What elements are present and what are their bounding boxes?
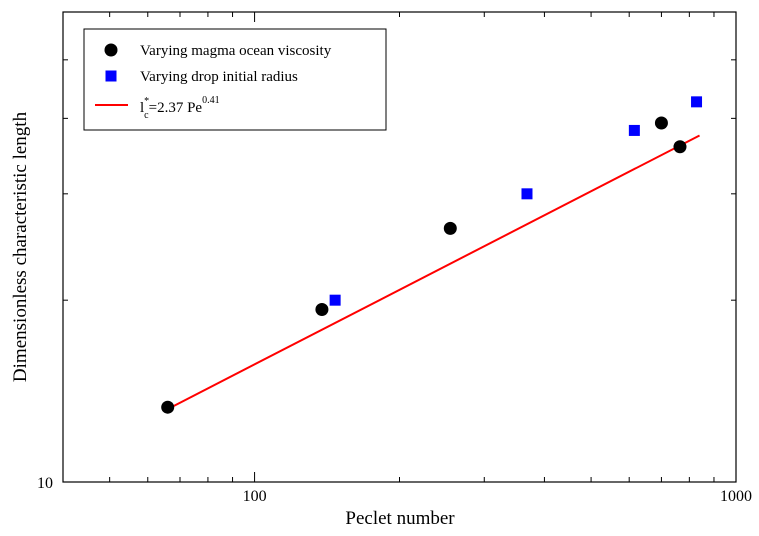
fit-line bbox=[164, 134, 701, 412]
fit-label-sub: c bbox=[144, 110, 149, 121]
fit-label-base: l bbox=[140, 100, 144, 116]
legend-label-radius: Varying drop initial radius bbox=[140, 69, 298, 85]
legend-marker-viscosity bbox=[104, 43, 118, 57]
viscosity-point bbox=[654, 116, 668, 130]
radius-point bbox=[521, 188, 533, 200]
y-tick-label: 10 bbox=[37, 475, 53, 492]
legend: Varying magma ocean viscosity Varying dr… bbox=[83, 28, 387, 131]
x-tick-label: 1000 bbox=[720, 488, 752, 505]
x-axis-label: Peclet number bbox=[345, 508, 455, 529]
viscosity-point bbox=[161, 400, 175, 414]
radius-point bbox=[691, 96, 703, 108]
legend-marker-radius bbox=[105, 70, 117, 82]
viscosity-point bbox=[673, 140, 687, 154]
y-axis-label: Dimensionless characteristic length bbox=[10, 111, 31, 382]
fit-label-exp: 0.41 bbox=[202, 95, 220, 106]
legend-box bbox=[83, 28, 387, 131]
fit-label-rest: =2.37 Pe bbox=[149, 100, 203, 116]
radius-point bbox=[329, 294, 341, 306]
legend-label-viscosity: Varying magma ocean viscosity bbox=[140, 43, 332, 59]
viscosity-point bbox=[443, 221, 457, 235]
legend-label-fit: l* c=2.37 Pe0.41 bbox=[140, 95, 220, 121]
fit-label-sup: * bbox=[144, 96, 149, 107]
x-tick-label: 100 bbox=[243, 488, 267, 505]
viscosity-point bbox=[315, 303, 329, 317]
radius-point bbox=[628, 124, 640, 136]
